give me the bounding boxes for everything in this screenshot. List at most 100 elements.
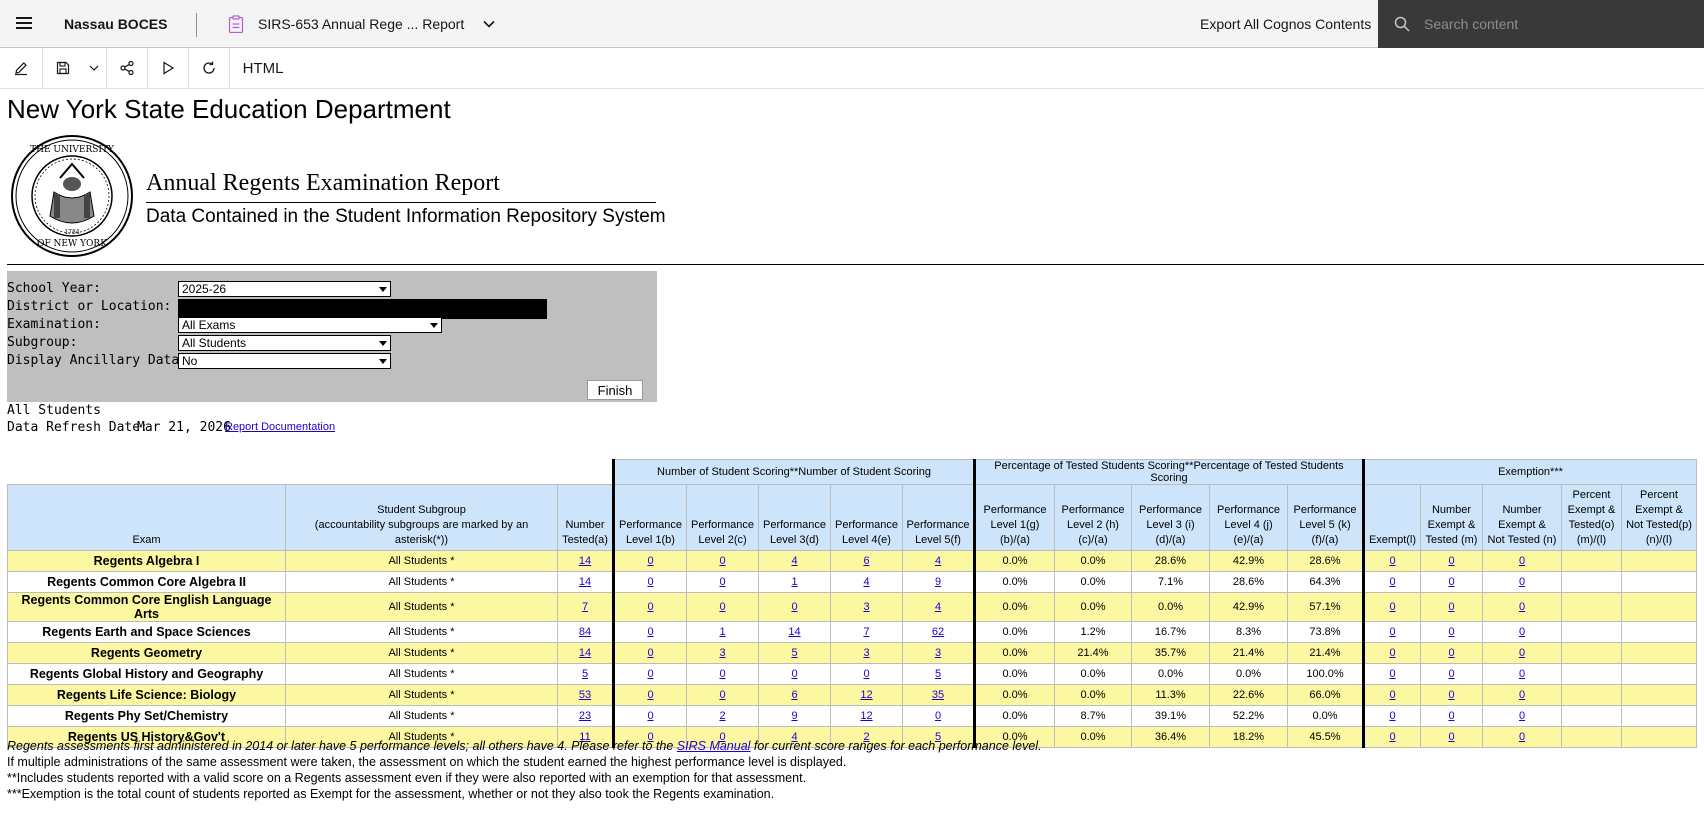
num-level-2-cell-link[interactable]: 0 — [719, 601, 726, 613]
exempt-3-cell-link[interactable]: 0 — [1518, 710, 1526, 722]
chevron-down-icon[interactable] — [482, 17, 496, 31]
num-level-5-cell[interactable]: 4 — [902, 550, 975, 572]
examination-select[interactable]: All Exams — [178, 317, 442, 333]
num-level-2-cell-link[interactable]: 0 — [719, 576, 726, 588]
num-level-3-cell-link[interactable]: 6 — [791, 689, 798, 701]
num-level-1-cell-link[interactable]: 0 — [647, 601, 654, 613]
exempt-2-cell-link[interactable]: 0 — [1448, 601, 1455, 613]
exempt-1-cell[interactable]: 0 — [1362, 592, 1421, 622]
tested-cell-link[interactable]: 5 — [581, 668, 589, 680]
share-button[interactable] — [107, 48, 147, 88]
num-level-1-cell[interactable]: 0 — [612, 621, 687, 643]
tested-cell[interactable]: 14 — [557, 550, 614, 572]
exempt-2-cell[interactable]: 0 — [1420, 663, 1483, 685]
exempt-1-cell[interactable]: 0 — [1362, 621, 1421, 643]
tested-cell[interactable]: 14 — [557, 642, 614, 664]
num-level-1-cell[interactable]: 0 — [612, 550, 687, 572]
num-level-3-cell-link[interactable]: 0 — [791, 601, 798, 613]
num-level-3-cell-link[interactable]: 4 — [791, 731, 798, 743]
num-level-5-cell-link[interactable]: 5 — [934, 731, 942, 743]
num-level-2-cell[interactable]: 0 — [686, 663, 759, 685]
num-level-2-cell-link[interactable]: 3 — [719, 647, 726, 659]
num-level-2-cell[interactable]: 0 — [686, 684, 759, 706]
exempt-1-cell-link[interactable]: 0 — [1389, 731, 1396, 743]
num-level-1-cell-link[interactable]: 0 — [647, 710, 654, 722]
exempt-1-cell-link[interactable]: 0 — [1389, 555, 1396, 567]
subgroup-select[interactable]: All Students — [178, 335, 391, 351]
num-level-1-cell[interactable]: 0 — [612, 642, 687, 664]
tested-cell[interactable]: 84 — [557, 621, 614, 643]
exempt-2-cell-link[interactable]: 0 — [1448, 555, 1455, 567]
exempt-2-cell[interactable]: 0 — [1420, 705, 1483, 727]
edit-button[interactable] — [0, 48, 42, 88]
exempt-1-cell[interactable]: 0 — [1362, 571, 1421, 593]
num-level-1-cell-link[interactable]: 0 — [647, 689, 654, 701]
num-level-5-cell-link[interactable]: 9 — [934, 576, 942, 588]
num-level-5-cell[interactable]: 4 — [902, 592, 975, 622]
num-level-2-cell-link[interactable]: 0 — [719, 731, 726, 743]
num-level-4-cell-link[interactable]: 7 — [863, 626, 870, 638]
num-level-3-cell-link[interactable]: 4 — [791, 555, 798, 567]
num-level-4-cell[interactable]: 0 — [830, 663, 903, 685]
num-level-4-cell-link[interactable]: 12 — [860, 689, 873, 701]
exempt-3-cell[interactable]: 0 — [1482, 726, 1562, 748]
num-level-4-cell[interactable]: 12 — [830, 705, 903, 727]
search-input[interactable] — [1424, 12, 1694, 36]
exempt-1-cell-link[interactable]: 0 — [1389, 710, 1396, 722]
exempt-1-cell-link[interactable]: 0 — [1389, 576, 1396, 588]
num-level-3-cell[interactable]: 1 — [758, 571, 831, 593]
num-level-2-cell-link[interactable]: 0 — [719, 555, 726, 567]
tested-cell[interactable]: 23 — [557, 705, 614, 727]
num-level-5-cell-link[interactable]: 5 — [934, 668, 942, 680]
num-level-2-cell-link[interactable]: 0 — [719, 689, 726, 701]
num-level-2-cell-link[interactable]: 2 — [719, 710, 726, 722]
tested-cell-link[interactable]: 53 — [578, 689, 592, 701]
run-button[interactable] — [148, 48, 188, 88]
num-level-5-cell[interactable]: 3 — [902, 642, 975, 664]
tested-cell[interactable]: 7 — [557, 592, 614, 622]
num-level-5-cell[interactable]: 35 — [902, 684, 975, 706]
exempt-3-cell[interactable]: 0 — [1482, 663, 1562, 685]
exempt-3-cell-link[interactable]: 0 — [1518, 601, 1526, 613]
exempt-1-cell[interactable]: 0 — [1362, 663, 1421, 685]
export-all-button[interactable]: Export All Cognos Contents — [1200, 16, 1372, 32]
num-level-4-cell-link[interactable]: 12 — [860, 710, 873, 722]
exempt-1-cell-link[interactable]: 0 — [1389, 689, 1396, 701]
exempt-3-cell-link[interactable]: 0 — [1518, 668, 1526, 680]
num-level-2-cell[interactable]: 0 — [686, 726, 759, 748]
tested-cell-link[interactable]: 84 — [578, 626, 592, 638]
exempt-3-cell[interactable]: 0 — [1482, 621, 1562, 643]
num-level-4-cell[interactable]: 12 — [830, 684, 903, 706]
num-level-1-cell[interactable]: 0 — [612, 684, 687, 706]
num-level-3-cell[interactable]: 4 — [758, 726, 831, 748]
num-level-3-cell[interactable]: 5 — [758, 642, 831, 664]
num-level-3-cell[interactable]: 9 — [758, 705, 831, 727]
exempt-2-cell-link[interactable]: 0 — [1448, 647, 1455, 659]
exempt-3-cell-link[interactable]: 0 — [1518, 647, 1526, 659]
num-level-3-cell[interactable]: 0 — [758, 592, 831, 622]
exempt-1-cell-link[interactable]: 0 — [1389, 647, 1396, 659]
exempt-3-cell-link[interactable]: 0 — [1518, 731, 1526, 743]
exempt-2-cell[interactable]: 0 — [1420, 592, 1483, 622]
exempt-3-cell-link[interactable]: 0 — [1518, 576, 1526, 588]
tested-cell-link[interactable]: 14 — [578, 576, 592, 588]
num-level-5-cell[interactable]: 9 — [902, 571, 975, 593]
num-level-4-cell[interactable]: 2 — [830, 726, 903, 748]
num-level-5-cell[interactable]: 0 — [902, 705, 975, 727]
exempt-3-cell[interactable]: 0 — [1482, 684, 1562, 706]
exempt-2-cell[interactable]: 0 — [1420, 550, 1483, 572]
exempt-2-cell-link[interactable]: 0 — [1448, 689, 1455, 701]
refresh-button[interactable] — [189, 48, 229, 88]
exempt-2-cell-link[interactable]: 0 — [1448, 731, 1455, 743]
num-level-1-cell-link[interactable]: 0 — [647, 647, 654, 659]
num-level-1-cell-link[interactable]: 0 — [647, 731, 654, 743]
exempt-3-cell-link[interactable]: 0 — [1518, 555, 1526, 567]
exempt-1-cell[interactable]: 0 — [1362, 642, 1421, 664]
tested-cell[interactable]: 5 — [557, 663, 614, 685]
num-level-1-cell-link[interactable]: 0 — [647, 576, 654, 588]
num-level-2-cell[interactable]: 1 — [686, 621, 759, 643]
exempt-2-cell[interactable]: 0 — [1420, 684, 1483, 706]
tested-cell-link[interactable]: 11 — [579, 731, 591, 743]
tested-cell[interactable]: 11 — [557, 726, 614, 748]
num-level-3-cell[interactable]: 6 — [758, 684, 831, 706]
